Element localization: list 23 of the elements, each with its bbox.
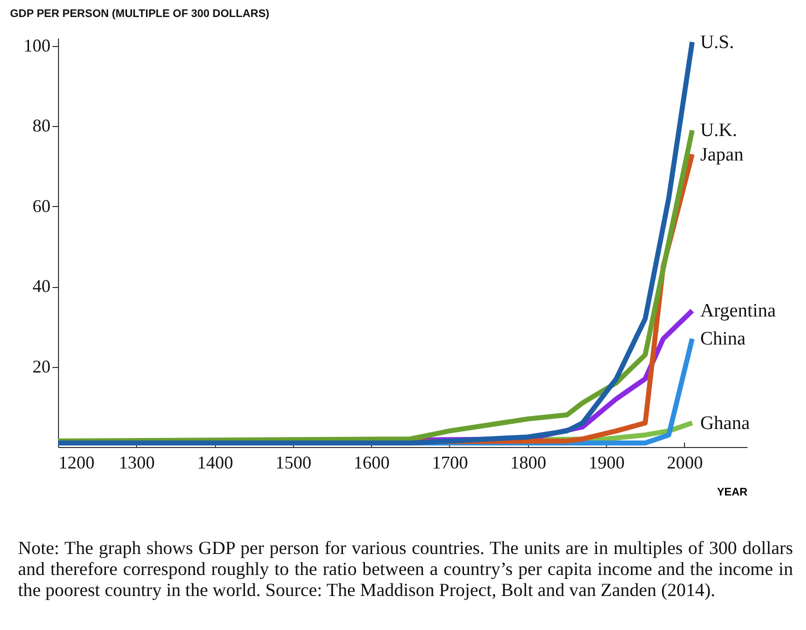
- x-tick-label: 1800: [510, 452, 546, 472]
- x-tick-label: 1600: [354, 452, 390, 472]
- series-label: U.S.: [700, 32, 734, 54]
- x-axis-title: YEAR: [716, 486, 748, 498]
- y-tick-label: 60: [32, 196, 50, 216]
- series-label: Japan: [700, 144, 744, 166]
- x-tick-label: 1700: [432, 452, 468, 472]
- chart-title: GDP PER PERSON (MULTIPLE OF 300 DOLLARS): [10, 8, 270, 20]
- y-tick-label: 20: [32, 356, 50, 376]
- y-tick-label: 40: [32, 276, 50, 296]
- series-label: China: [700, 328, 746, 350]
- series-label: Argentina: [700, 300, 776, 322]
- series-label: Ghana: [700, 412, 750, 434]
- x-tick-label: 1900: [588, 452, 625, 472]
- y-tick-label: 100: [24, 36, 50, 56]
- series-label: U.K.: [700, 120, 738, 142]
- x-tick-label: 1300: [118, 452, 155, 472]
- x-tick-label: 2000: [666, 452, 703, 472]
- x-tick-label: 1400: [197, 452, 234, 472]
- x-tick-label: 1200: [58, 452, 94, 472]
- x-tick-label: 1500: [275, 452, 312, 472]
- text: Note: The graph shows GDP per person for various countries. The units are in multiples of 300 dollars and therefore correspond roughly to the ratio between a country’s per capita income and the income in the poorest country in the world. Source: The Maddison Project, Bolt and van Zanden (2014).: [18, 538, 793, 601]
- y-tick-label: 80: [32, 116, 50, 136]
